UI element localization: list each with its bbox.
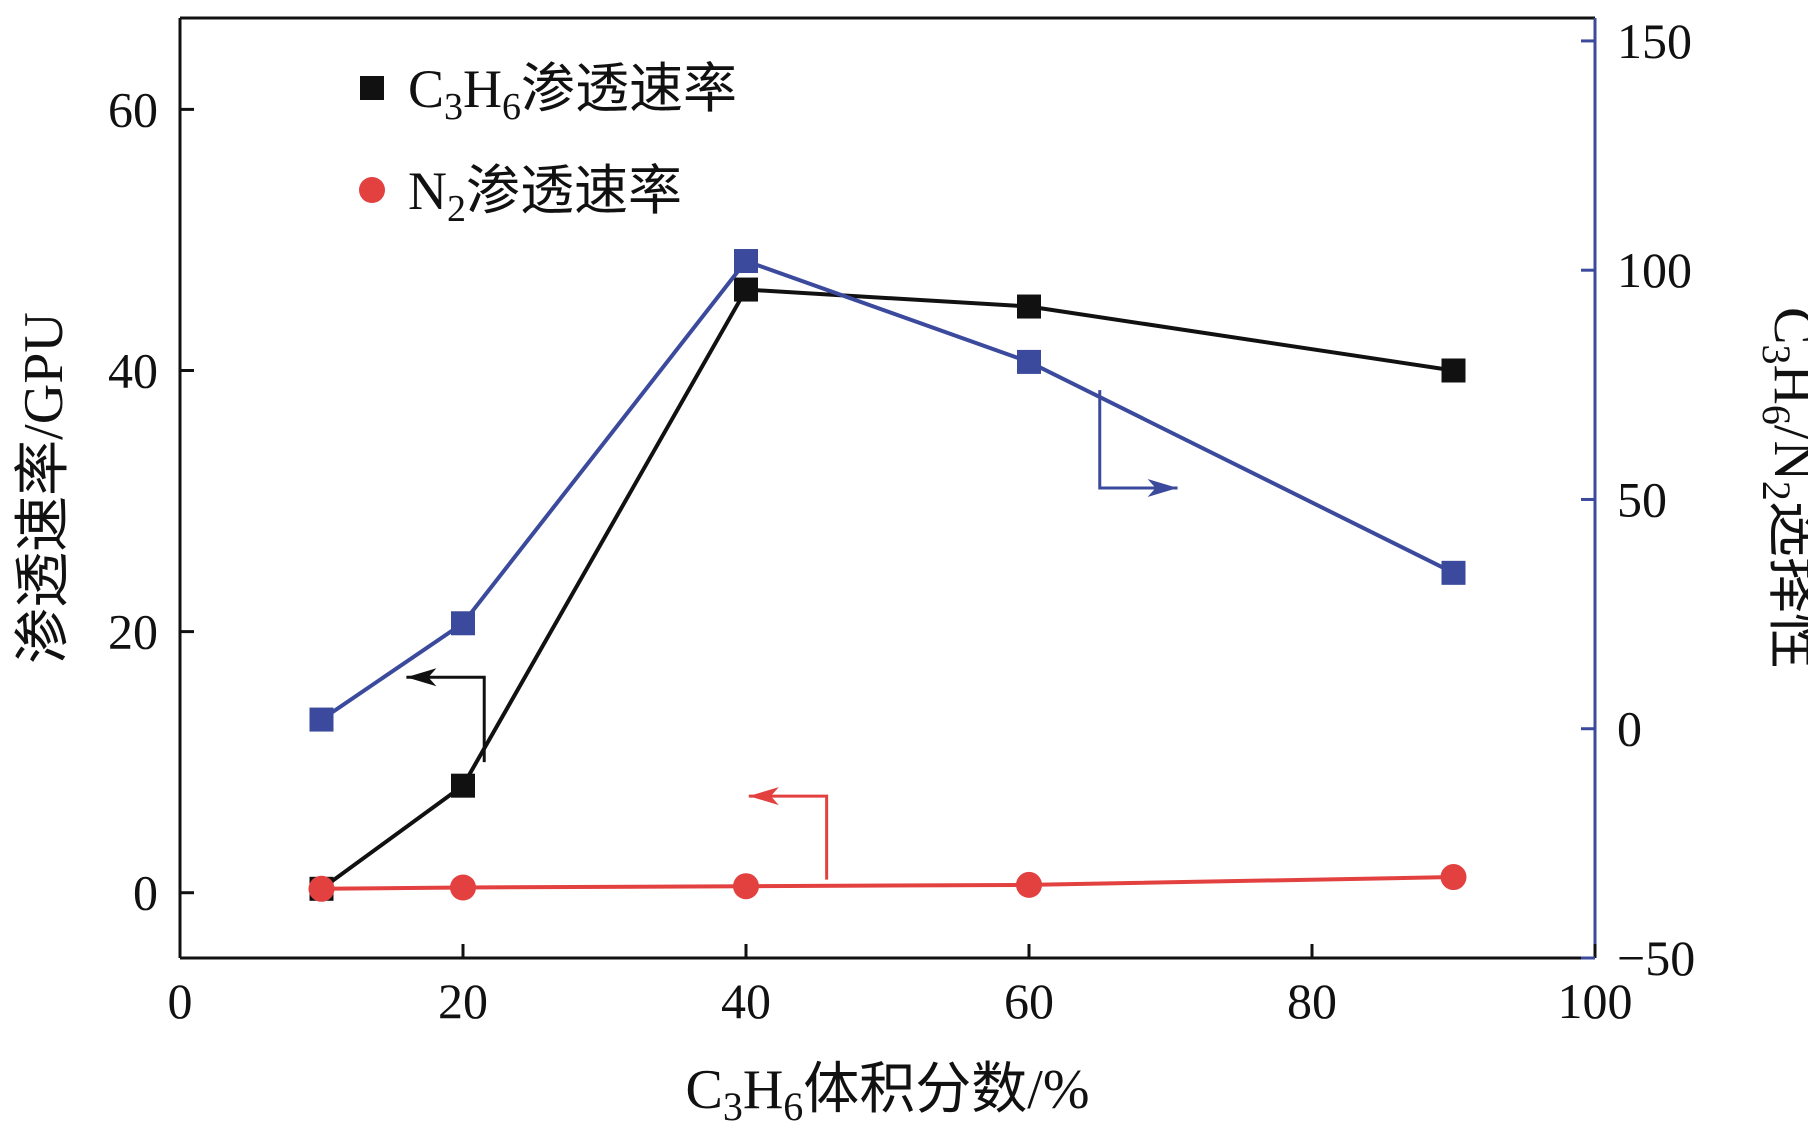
x-axis-title: C3H6体积分数/% (685, 1059, 1089, 1129)
x-tick-label-0: 0 (168, 973, 193, 1029)
x-tick-label-60: 60 (1004, 973, 1054, 1029)
legend: C3H6渗透速率 N2渗透速率 (359, 59, 737, 230)
c3h6-permeance-point-2 (734, 277, 758, 302)
selectivity-point-4 (1441, 560, 1466, 585)
c3h6-left-axis-arrow-head (406, 668, 437, 687)
selectivity-point-0 (309, 707, 334, 732)
selectivity-right-axis-arrow (1098, 390, 1178, 490)
y-left-tick-label-40: 40 (108, 343, 158, 399)
n2-permeance-point-1 (450, 874, 476, 901)
n2-permeance-point-4 (1440, 864, 1467, 891)
y-right-tick-label--50: −50 (1617, 930, 1695, 986)
c3h6-left-axis-arrow (406, 675, 486, 763)
selectivity-line (320, 259, 1455, 722)
c3h6-permeance-point-3 (1017, 294, 1041, 319)
y-right-tick-label-50: 50 (1617, 471, 1667, 527)
c3h6-permeance-point-1 (451, 773, 475, 798)
selectivity-point-1 (451, 611, 475, 636)
selectivity-point-3 (1017, 349, 1041, 374)
legend-marker-0 (360, 76, 384, 100)
n2-permeance-point-0 (308, 875, 335, 902)
x-tick-label-20: 20 (438, 973, 488, 1029)
y-left-tick-label-20: 20 (108, 604, 158, 660)
y-right-tick-label-0: 0 (1617, 701, 1642, 757)
y-right-tick-label-150: 150 (1617, 13, 1692, 69)
y-left-axis-title: 渗透速率/GPU (13, 312, 75, 664)
legend-marker-1 (359, 177, 385, 203)
legend-label-0: C3H6渗透速率 (408, 59, 737, 128)
n2-permeance-point-3 (1016, 871, 1042, 898)
n2-permeance-line (321, 875, 1454, 891)
y-right-tick-label-100: 100 (1617, 242, 1692, 298)
selectivity-point-2 (734, 249, 758, 274)
axes-layer: 0 20 40 60 80 100 0 20 40 60 −50 0 50 100 150 C3H6体积分数/… (13, 13, 1808, 1129)
n2-left-axis-arrow (748, 794, 829, 880)
n2-left-axis-arrow-head (748, 787, 779, 806)
x-tick-label-100: 100 (1558, 973, 1633, 1029)
y-left-tick-label-60: 60 (108, 81, 158, 137)
n2-permeance-point-2 (733, 873, 759, 900)
y-left-tick-label-0: 0 (133, 865, 158, 921)
selectivity-right-axis-arrow-head (1147, 479, 1178, 497)
annotation-layer (406, 390, 1178, 880)
legend-label-1: N2渗透速率 (408, 161, 682, 230)
c3h6-permeance-point-4 (1441, 358, 1466, 383)
x-tick-label-40: 40 (721, 973, 771, 1029)
series-layer (308, 249, 1467, 902)
y-right-axis-title: C3H6/N2选择性 (1754, 307, 1808, 669)
x-tick-label-80: 80 (1287, 973, 1337, 1029)
